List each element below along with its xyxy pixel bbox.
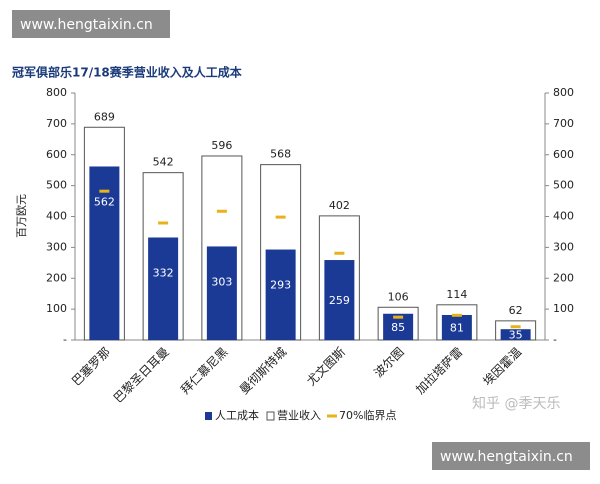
cost-label: 303	[211, 275, 232, 288]
watermark: www.hengtaixin.cn	[20, 17, 153, 33]
cost-bar	[441, 314, 472, 340]
cost-bar	[206, 246, 237, 340]
cost-label: 35	[509, 329, 523, 342]
legend-swatch	[205, 412, 212, 420]
revenue-label: 62	[509, 304, 523, 317]
cost-bar	[89, 166, 120, 340]
legend-label: 人工成本	[215, 408, 259, 422]
threshold-marker	[334, 251, 345, 255]
watermark-box	[432, 442, 590, 470]
y-tick-label: 200	[46, 271, 67, 284]
revenue-label: 402	[329, 199, 350, 212]
cost-label: 332	[153, 266, 174, 279]
x-tick-label: 波尔图	[371, 344, 407, 380]
y2-tick-label: -	[553, 333, 557, 346]
revenue-label: 568	[270, 148, 291, 161]
y-tick-label: 800	[46, 86, 67, 99]
revenue-label: 106	[388, 290, 409, 303]
y2-tick-label: 500	[553, 179, 574, 192]
cost-label: 81	[450, 321, 464, 334]
y2-tick-label: 800	[553, 86, 574, 99]
y-tick-label: 100	[46, 302, 67, 315]
y2-tick-label: 200	[553, 271, 574, 284]
x-tick-label: 加拉塔萨雷	[412, 344, 465, 397]
y-axis-label: 百万欧元	[15, 194, 28, 238]
cost-label: 293	[270, 279, 291, 292]
y2-tick-label: 100	[553, 302, 574, 315]
legend-label: 70%临界点	[339, 408, 396, 422]
x-tick-label: 尤文图斯	[303, 344, 348, 389]
legend-swatch	[266, 411, 275, 421]
x-tick-label: 曼彻斯特城	[236, 344, 289, 397]
legend-label: 营业收入	[277, 408, 321, 422]
y2-tick-label: 700	[553, 117, 574, 130]
x-tick-label: 巴黎圣日耳曼	[111, 345, 172, 406]
threshold-marker	[158, 221, 169, 225]
cost-label: 562	[94, 195, 115, 208]
watermark: www.hengtaixin.cn	[440, 449, 573, 465]
revenue-label: 596	[211, 139, 232, 152]
y2-tick-label: 600	[553, 148, 574, 161]
threshold-marker	[393, 315, 404, 319]
revenue-label: 689	[94, 110, 115, 123]
threshold-marker	[275, 215, 286, 219]
y-tick-label: 300	[46, 240, 67, 253]
cost-label: 259	[329, 294, 350, 307]
chart-title: 冠军俱部乐17/18赛季营业收入及人工成本	[12, 65, 242, 80]
y-tick-label: 400	[46, 210, 67, 223]
watermark: 知乎 @季天乐	[472, 395, 560, 412]
threshold-marker	[99, 189, 110, 193]
cost-label: 85	[391, 321, 405, 334]
y-tick-label: 500	[46, 179, 67, 192]
cost-bar	[500, 329, 531, 340]
y-tick-label: 600	[46, 148, 67, 161]
revenue-label: 114	[446, 288, 467, 301]
watermark-box	[12, 10, 170, 38]
cost-bar	[265, 249, 296, 340]
x-tick-label: 巴塞罗那	[68, 344, 113, 389]
threshold-marker	[510, 325, 521, 329]
y-tick-label: 700	[46, 117, 67, 130]
cost-bar	[148, 237, 179, 340]
threshold-marker	[216, 209, 227, 213]
y-tick-label: -	[63, 333, 67, 346]
cost-bar	[324, 260, 355, 340]
revenue-label: 542	[153, 156, 174, 169]
legend-swatch	[327, 414, 337, 418]
threshold-marker	[451, 313, 462, 317]
x-tick-label: 埃因霍温	[480, 345, 524, 389]
y2-tick-label: 400	[553, 210, 574, 223]
x-tick-label: 拜仁慕尼黑	[178, 345, 230, 397]
y2-tick-label: 300	[553, 240, 574, 253]
